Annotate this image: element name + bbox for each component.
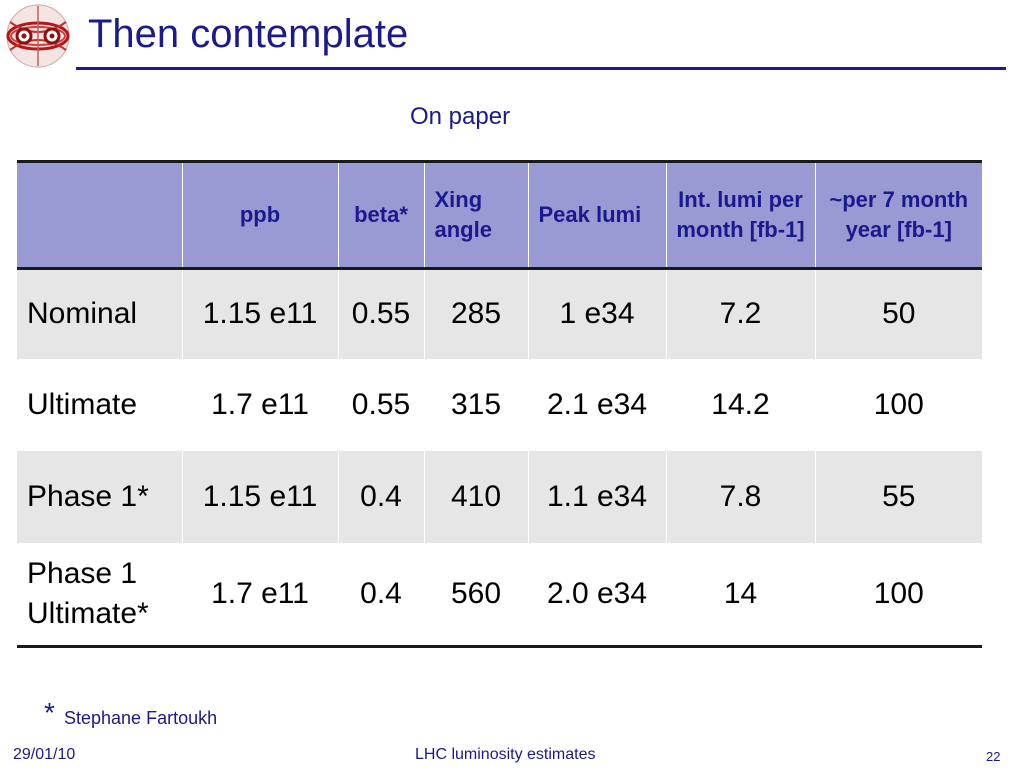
cell-xing-angle: 410 [424, 450, 529, 543]
slide-subtitle: On paper [410, 103, 511, 130]
footer-title: LHC luminosity estimates [415, 746, 596, 763]
header-int-lumi-month: Int. lumi per month [fb-1] [666, 160, 816, 270]
table-row: Phase 1* 1.15 e11 0.4 410 1.1 e34 7.8 55 [17, 450, 982, 543]
cell-xing-angle: 285 [424, 268, 529, 359]
cell-peak-lumi: 1.1 e34 [528, 450, 667, 543]
table-row: Nominal 1.15 e11 0.55 285 1 e34 7.2 50 [17, 268, 982, 359]
cell-ppb: 1.7 e11 [182, 542, 339, 648]
luminosity-table: ppb beta* Xing angle Peak lumi Int. lumi… [17, 160, 982, 648]
cell-beta: 0.4 [338, 450, 425, 543]
footnote-credit: Stephane Fartoukh [64, 708, 218, 728]
title-divider [76, 67, 1006, 70]
cell-int-lumi-month: 7.8 [666, 450, 816, 543]
cell-lumi-year: 100 [815, 542, 982, 648]
page-number: 22 [986, 749, 1001, 764]
cell-peak-lumi: 1 e34 [528, 268, 667, 359]
header-peak-lumi: Peak lumi [528, 160, 667, 270]
cell-ppb: 1.15 e11 [182, 268, 339, 359]
cell-lumi-year: 50 [882, 297, 916, 331]
table-row: Phase 1 Ultimate* 1.7 e11 0.4 560 2.0 e3… [17, 542, 982, 648]
footer-date: 29/01/10 [13, 746, 76, 763]
cell-ppb: 1.15 e11 [182, 450, 339, 543]
cell-beta: 0.55 [338, 268, 425, 359]
cell-lumi-year: 100 [873, 387, 924, 421]
cell-int-lumi-month: 14.2 [666, 358, 816, 451]
cell-peak-lumi: 2.0 e34 [528, 542, 667, 648]
row-label: Phase 1 Ultimate* [17, 542, 183, 648]
cell-beta: 0.4 [338, 542, 425, 648]
header-xing-angle: Xing angle [424, 160, 529, 270]
cell-ppb: 1.7 e11 [182, 358, 339, 451]
cell-xing-angle: 315 [424, 358, 529, 451]
header-ppb: ppb [182, 160, 339, 270]
row-label: Nominal [17, 268, 183, 359]
table-row: Ultimate 1.7 e11 0.55 315 2.1 e34 14.2 1… [17, 358, 982, 451]
footnote-marker: * [44, 697, 55, 728]
header-cell-empty [17, 160, 183, 270]
cell-beta: 0.55 [338, 358, 425, 451]
slide-title: Then contemplate [88, 12, 409, 56]
cell-lumi-year: 55 [882, 479, 916, 513]
table-header-row: ppb beta* Xing angle Peak lumi Int. lumi… [17, 160, 982, 270]
cell-int-lumi-month: 14 [666, 542, 816, 648]
row-label: Phase 1* [17, 450, 183, 543]
lhc-logo-icon [6, 4, 70, 68]
cell-peak-lumi: 2.1 e34 [528, 358, 667, 451]
header-beta: beta* [338, 160, 425, 270]
cell-int-lumi-month: 7.2 [666, 268, 816, 359]
cell-xing-angle: 560 [424, 542, 529, 648]
row-label: Ultimate [17, 358, 183, 451]
header-lumi-year: ~per 7 month year [fb-1] [815, 160, 982, 270]
